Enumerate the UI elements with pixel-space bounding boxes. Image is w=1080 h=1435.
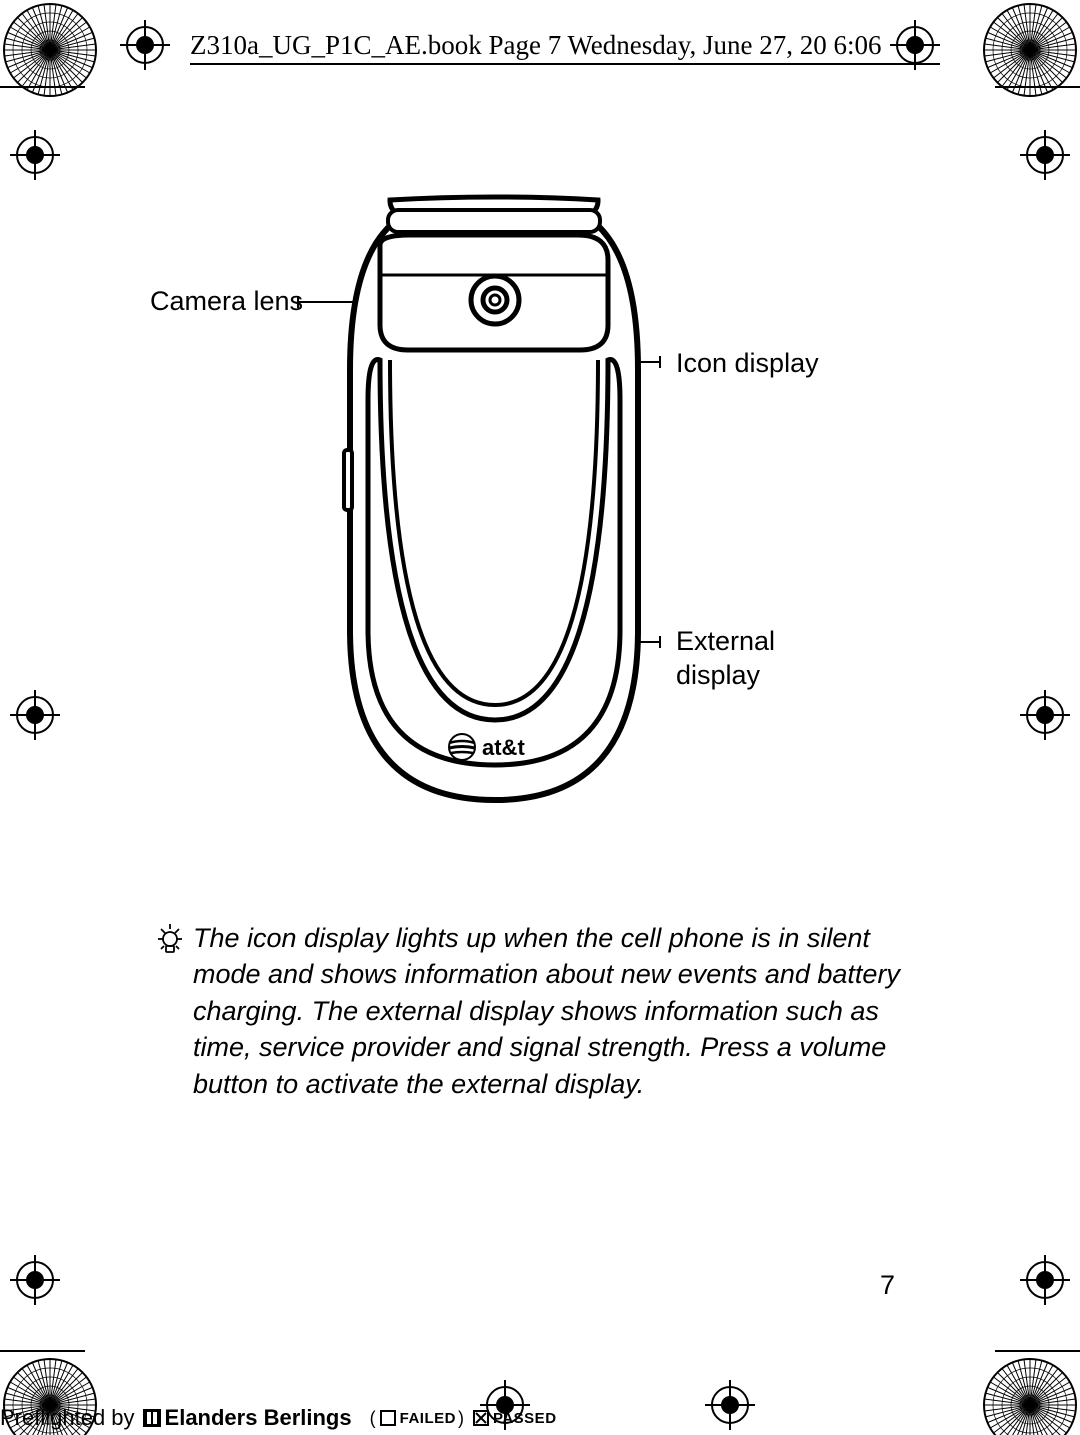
reg-mark [705,1380,755,1430]
tip-block: The icon display lights up when the cell… [155,920,925,1102]
header-text: Z310a_UG_P1C_AE.book Page 7 Wednesday, J… [190,30,882,60]
crop-line [995,1350,1080,1352]
crop-line [0,1350,85,1352]
reg-mark [10,690,60,740]
company-name: Elanders Berlings [165,1405,352,1431]
lightbulb-icon [155,922,185,958]
reg-mark [10,130,60,180]
label-external-display: External display [676,625,775,693]
tip-text: The icon display lights up when the cell… [193,920,925,1102]
reg-mark [120,20,170,70]
att-logo-text: at&t [482,735,525,760]
failed-label: FAILED [400,1410,456,1427]
label-camera-lens: Camera lens [150,286,303,317]
label-icon-display: Icon display [676,348,819,379]
reg-mark [1020,690,1070,740]
corner-decoration-tl [0,0,110,110]
reg-mark [10,1255,60,1305]
crop-line [995,86,1080,88]
passed-label: PASSED [493,1410,557,1427]
corner-decoration-tr [970,0,1080,110]
corner-decoration-br [970,1345,1080,1435]
reg-mark [1020,130,1070,180]
page-number: 7 [880,1270,895,1301]
company-logo-icon [141,1407,163,1429]
page-header: Z310a_UG_P1C_AE.book Page 7 Wednesday, J… [190,30,940,65]
preflight-footer: Preflighted by Elanders Berlings ( FAILE… [0,1405,557,1431]
unchecked-box-icon [379,1409,397,1427]
preflighted-by-text: Preflighted by [0,1405,135,1431]
reg-mark [1020,1255,1070,1305]
checked-box-icon [472,1409,490,1427]
reg-mark [890,20,940,70]
crop-line [0,86,85,88]
